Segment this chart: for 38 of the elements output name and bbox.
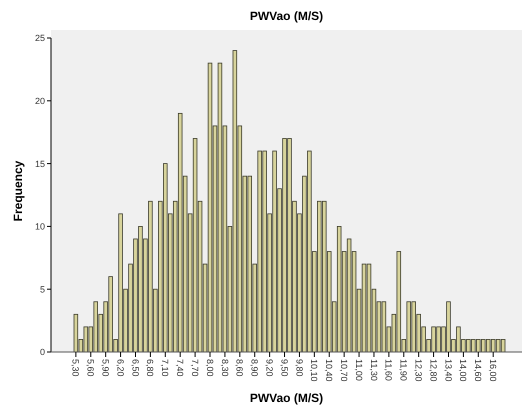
- y-tick-label: 10: [34, 222, 45, 232]
- y-tick-label: 0: [40, 347, 45, 358]
- x-tick-label: 8,60: [234, 359, 245, 377]
- x-tick-label: 7,70: [190, 359, 200, 377]
- x-tick-label: 5,30: [70, 359, 81, 377]
- x-tick-label: 5,60: [86, 359, 96, 377]
- x-tick-label: 6,50: [130, 359, 140, 377]
- y-tick-label: 5: [40, 284, 45, 294]
- x-tick-label: 9,50: [279, 359, 290, 377]
- x-tick-label: 8,90: [250, 359, 260, 377]
- x-tick-label: 12,80: [428, 359, 438, 382]
- y-tick-label: 25: [34, 33, 45, 44]
- x-tick-label: 14,60: [473, 359, 484, 382]
- x-tick-label: 8,30: [220, 359, 230, 377]
- x-tick-label: 11,60: [384, 359, 394, 381]
- x-tick-label: 11,30: [368, 359, 379, 381]
- x-tick-label: 6,20: [115, 359, 126, 377]
- x-tick-label: 8,00: [204, 359, 215, 377]
- x-tick-label: 11,00: [354, 359, 364, 381]
- y-tick-label: 20: [34, 96, 45, 106]
- x-tick-label: 14,00: [458, 359, 468, 382]
- x-tick-label: 10,40: [324, 359, 334, 382]
- x-axis-title: PWVao (M/S): [250, 391, 324, 405]
- x-tick-label: 16,00: [488, 359, 498, 382]
- x-tick-label: 10,70: [339, 359, 349, 382]
- y-tick-label: 15: [34, 158, 45, 169]
- y-axis-title: Frequency: [11, 160, 25, 222]
- x-tick-label: 13,40: [443, 359, 454, 382]
- x-tick-label: 10,10: [309, 359, 320, 382]
- x-tick-label: 11,90: [398, 359, 409, 381]
- x-tick-label: 12,30: [414, 359, 424, 382]
- chart-title: PWVao (M/S): [250, 9, 324, 23]
- x-tick-label: 7,40: [175, 359, 186, 377]
- x-tick-label: 7,10: [160, 359, 170, 377]
- x-tick-label: 9,20: [264, 359, 274, 377]
- x-tick-label: 5,90: [100, 359, 111, 377]
- x-tick-label: 9,80: [294, 359, 304, 377]
- x-tick-label: 6,80: [145, 359, 156, 377]
